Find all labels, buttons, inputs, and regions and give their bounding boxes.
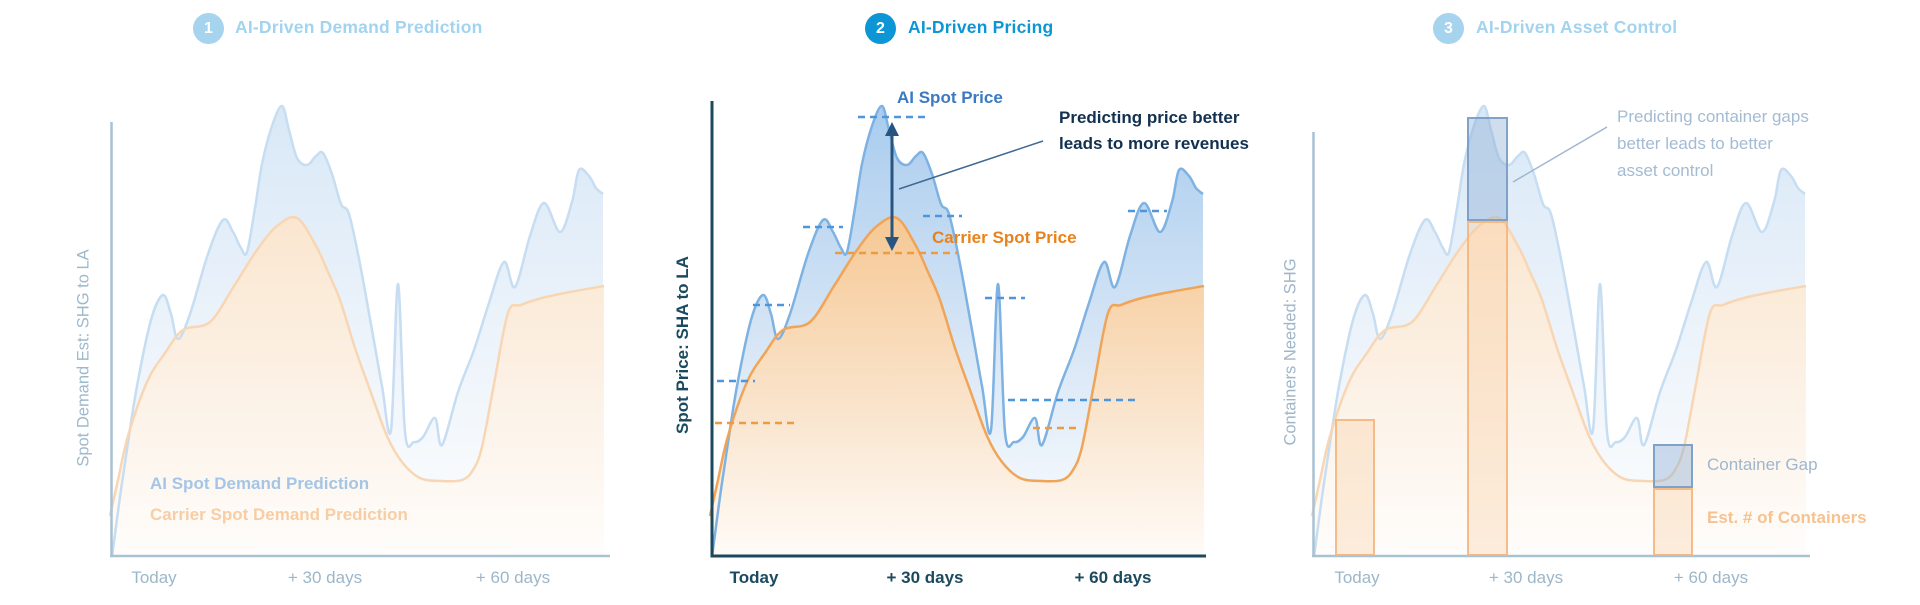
pricing-chart (708, 101, 1206, 558)
est-containers-bar (1466, 220, 1508, 556)
panel-title-asset: AI-Driven Asset Control (1476, 17, 1678, 37)
ai-price-line (710, 104, 1204, 558)
carrier-demand-line (108, 215, 605, 517)
carrier-containers-line (1310, 215, 1807, 517)
container-gap-bar (1466, 116, 1508, 221)
asset-curves (1310, 104, 1807, 558)
carrier-demand-area (110, 217, 604, 557)
x-tick-30days-1: + 30 days (287, 568, 363, 587)
legend-ai-demand: AI Spot Demand Prediction (150, 474, 370, 493)
ai-containers-line (1312, 104, 1806, 558)
pricing-note-line1: Predicting price better (1059, 108, 1240, 127)
ai-demand-line (110, 104, 604, 558)
revenue-note-pointer-line (898, 140, 1044, 190)
x-tick-60days-1: + 60 days (475, 568, 551, 587)
arrowhead-icon (885, 122, 899, 136)
pricing-curves (708, 104, 1205, 558)
price-marker-dashes (715, 115, 1167, 430)
container-gap-label: Container Gap (1707, 455, 1818, 474)
carrier-spot-price-label: Carrier Spot Price (932, 228, 1077, 247)
asset-note: Predicting container gaps better leads t… (1617, 103, 1809, 184)
step-badge-1: 1 (193, 13, 224, 44)
asset-chart (1310, 104, 1810, 558)
pricing-note-line2: leads to more revenues (1059, 134, 1249, 153)
step-badge-3: 3 (1433, 13, 1464, 44)
x-tick-today-3: Today (1334, 568, 1380, 587)
x-tick-30days-3: + 30 days (1488, 568, 1564, 587)
x-tick-30days-2: + 30 days (886, 568, 964, 587)
arrowhead-icon (885, 237, 899, 251)
carrier-price-line (708, 215, 1205, 517)
ai-spot-price-label: AI Spot Price (897, 88, 1003, 107)
carrier-containers-area (1312, 217, 1806, 557)
asset-note-line2: better leads to better (1617, 134, 1773, 153)
x-tick-today-2: Today (729, 568, 779, 587)
panel-title-pricing: AI-Driven Pricing (908, 17, 1054, 37)
asset-note-line1: Predicting container gaps (1617, 107, 1809, 126)
step-badge-2: 2 (865, 13, 896, 44)
x-tick-60days-3: + 60 days (1673, 568, 1749, 587)
demand-chart (108, 104, 610, 558)
demand-curves (108, 104, 605, 558)
pricing-note: Predicting price better leads to more re… (1059, 105, 1249, 157)
x-tick-today-1: Today (131, 568, 177, 587)
gap-note-pointer-line (1512, 126, 1608, 183)
x-tick-60days-2: + 60 days (1074, 568, 1152, 587)
price-gap-arrow (885, 122, 899, 251)
est-containers-label: Est. # of Containers (1707, 508, 1867, 527)
container-gap-bar (1653, 444, 1693, 488)
panel-title-demand: AI-Driven Demand Prediction (235, 17, 483, 37)
est-containers-bar (1335, 419, 1375, 556)
carrier-price-area (710, 217, 1204, 557)
est-containers-bar (1653, 487, 1693, 556)
legend-carrier-demand: Carrier Spot Demand Prediction (150, 505, 408, 524)
asset-note-line3: asset control (1617, 161, 1714, 180)
